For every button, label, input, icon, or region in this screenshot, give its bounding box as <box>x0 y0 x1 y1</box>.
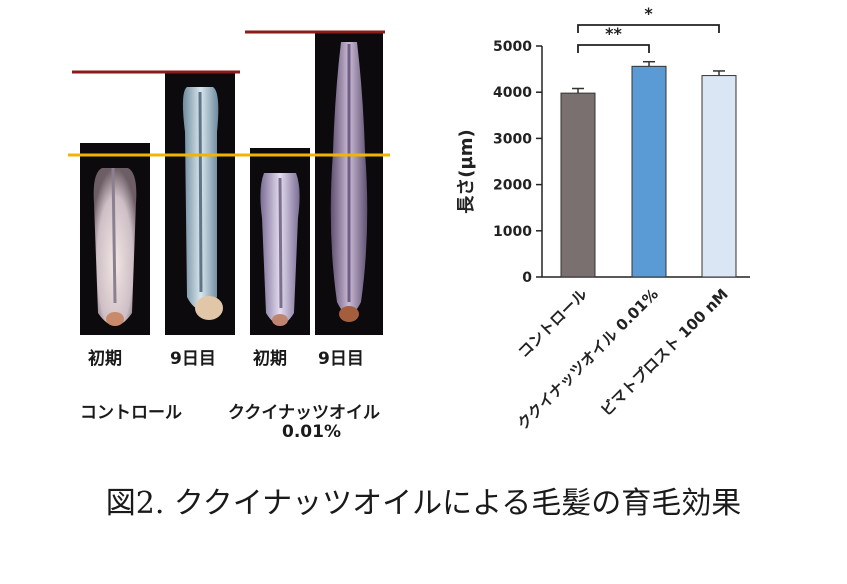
significance-label: * <box>644 4 653 23</box>
y-tick-label: 1000 <box>493 224 532 240</box>
y-tick-label: 0 <box>522 270 532 286</box>
follicle-image <box>260 173 300 326</box>
group-label-control: コントロール <box>80 403 182 423</box>
bar-chart-svg: 0 1000 2000 3000 4000 5000 長さ(µm) コントロールククイナッツオ… <box>456 4 750 433</box>
y-tick-label: 4000 <box>493 85 532 101</box>
y-tick-label: 2000 <box>493 178 532 194</box>
significance-label: ** <box>605 24 622 43</box>
significance-bracket <box>577 44 650 53</box>
photo-label-kukui-day9: 9日目 <box>318 349 364 369</box>
photo-label-kukui-initial: 初期 <box>253 349 287 369</box>
bar <box>631 65 667 278</box>
follicle-photo-kukui-initial <box>250 148 310 335</box>
significance-bracket <box>577 24 720 33</box>
bar-chart: 0 1000 2000 3000 4000 5000 長さ(µm) コントロール ククイナッツオ… <box>420 0 840 470</box>
bar <box>701 75 737 278</box>
photo-label-control-initial: 初期 <box>88 349 122 369</box>
follicle-photo-panel: 初期 9日目 初期 9日目 コントロール ククイナッツオイル 0.01% <box>0 0 400 470</box>
group-label-kukui-concentration: 0.01% <box>282 422 341 442</box>
bar <box>560 92 596 278</box>
reference-lines <box>68 30 390 157</box>
y-tick-label: 3000 <box>493 131 532 147</box>
x-tick-label: コントロール <box>514 285 590 361</box>
figure-caption: 図2. ククイナッツオイルによる毛髪の育毛効果 <box>105 486 742 521</box>
follicle-photo-kukui-day9 <box>315 32 383 335</box>
x-tick-label: ククイナッツオイル 0.01% <box>514 285 662 433</box>
photo-label-control-day9: 9日目 <box>170 349 216 369</box>
follicle-image <box>182 87 223 320</box>
follicle-photo-control-initial <box>80 143 150 335</box>
follicle-image <box>330 42 368 322</box>
follicle-photo-control-day9 <box>165 72 235 335</box>
x-tick-label: ビマトプロスト 100 nM <box>597 285 732 420</box>
y-tick-label: 5000 <box>493 39 532 55</box>
group-label-kukui: ククイナッツオイル <box>228 403 380 423</box>
follicle-image <box>93 167 137 326</box>
y-axis-label: 長さ(µm) <box>456 129 477 213</box>
